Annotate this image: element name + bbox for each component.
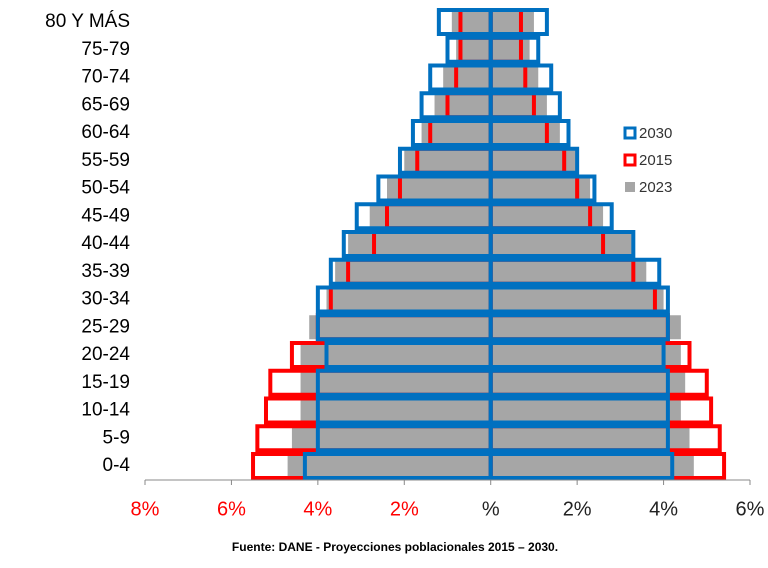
category-label: 70-74 bbox=[81, 67, 130, 88]
legend-swatch bbox=[625, 182, 635, 192]
category-label: 65-69 bbox=[81, 94, 130, 115]
category-label: 60-64 bbox=[81, 122, 130, 143]
bar bbox=[490, 259, 647, 284]
bar bbox=[300, 343, 491, 367]
category-label: 10-14 bbox=[81, 400, 130, 421]
category-label: 20-24 bbox=[81, 344, 130, 365]
bar bbox=[443, 65, 491, 90]
bar bbox=[387, 176, 491, 201]
bar bbox=[490, 426, 690, 451]
source-note: Fuente: DANE - Proyecciones poblacionale… bbox=[232, 540, 558, 554]
bar bbox=[490, 315, 681, 340]
category-label: 40-44 bbox=[81, 233, 130, 254]
x-tick-label: 2% bbox=[563, 498, 592, 520]
bar bbox=[490, 370, 686, 395]
bar bbox=[300, 370, 491, 395]
category-label: 45-49 bbox=[81, 205, 130, 226]
bar bbox=[490, 343, 681, 367]
x-tick-label: 4% bbox=[649, 498, 678, 520]
category-label: 80 Y MÁS bbox=[45, 11, 130, 32]
x-tick-label: % bbox=[482, 498, 500, 520]
bar bbox=[451, 10, 491, 34]
category-label: 15-19 bbox=[81, 372, 130, 393]
x-tick-label: 8% bbox=[131, 498, 160, 520]
bar bbox=[490, 176, 591, 201]
legend-swatch bbox=[623, 126, 637, 140]
bar bbox=[300, 398, 491, 423]
x-tick-label: 6% bbox=[217, 498, 246, 520]
bar bbox=[490, 204, 604, 229]
bar bbox=[326, 287, 491, 312]
bar bbox=[490, 37, 530, 62]
bar bbox=[434, 93, 491, 118]
bar bbox=[369, 204, 491, 229]
legend-label: 2030 bbox=[639, 125, 672, 142]
bar bbox=[348, 232, 491, 256]
bar bbox=[490, 232, 634, 256]
legend-swatch bbox=[623, 153, 637, 167]
category-label: 75-79 bbox=[81, 39, 130, 60]
bar bbox=[490, 10, 534, 34]
bar bbox=[421, 121, 491, 145]
x-tick-label: 4% bbox=[303, 498, 332, 520]
legend-label: 2023 bbox=[639, 179, 672, 196]
category-label: 55-59 bbox=[81, 150, 130, 171]
bar bbox=[490, 454, 694, 478]
bar bbox=[287, 454, 491, 478]
category-label: 30-34 bbox=[81, 289, 130, 310]
bar bbox=[490, 398, 681, 423]
category-label: 25-29 bbox=[81, 316, 130, 337]
category-label: 35-39 bbox=[81, 261, 130, 282]
x-tick-label: 2% bbox=[390, 498, 419, 520]
x-tick-label: 6% bbox=[736, 498, 765, 520]
bar bbox=[309, 315, 491, 340]
category-label: 50-54 bbox=[81, 178, 130, 199]
bar bbox=[490, 121, 560, 145]
bar bbox=[490, 287, 664, 312]
bar bbox=[490, 65, 539, 90]
legend-label: 2015 bbox=[639, 152, 672, 169]
bar bbox=[291, 426, 491, 451]
category-label: 0-4 bbox=[103, 455, 131, 476]
bar bbox=[335, 259, 491, 284]
bar bbox=[490, 93, 547, 118]
category-label: 5-9 bbox=[103, 427, 130, 448]
